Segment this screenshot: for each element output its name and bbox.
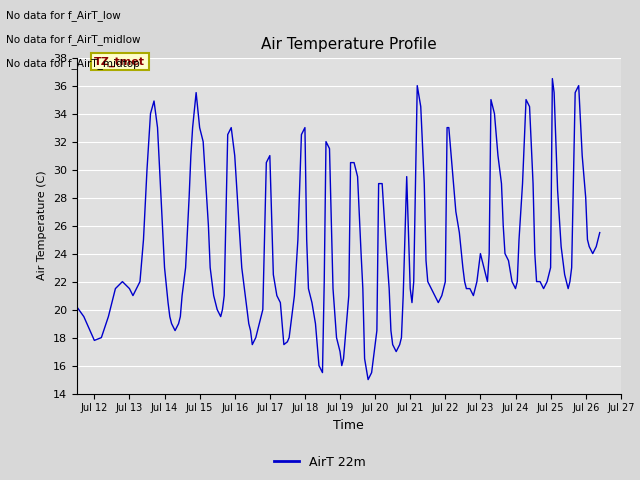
Legend: AirT 22m: AirT 22m — [269, 451, 371, 474]
Text: No data for f_AirT_midlow: No data for f_AirT_midlow — [6, 34, 141, 45]
Y-axis label: Air Temperature (C): Air Temperature (C) — [37, 171, 47, 280]
Text: No data for f_AirT_midtop: No data for f_AirT_midtop — [6, 58, 140, 69]
Text: TZ_tmet: TZ_tmet — [94, 57, 145, 67]
X-axis label: Time: Time — [333, 419, 364, 432]
Text: No data for f_AirT_low: No data for f_AirT_low — [6, 10, 121, 21]
Title: Air Temperature Profile: Air Temperature Profile — [261, 37, 436, 52]
